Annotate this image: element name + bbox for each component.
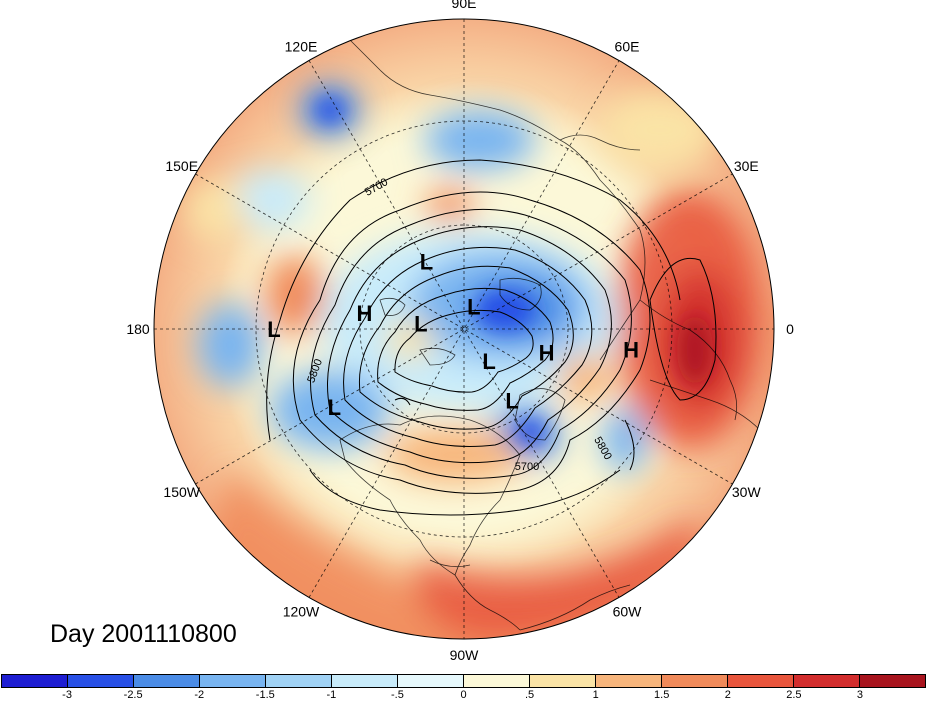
colorbar-segment	[2, 675, 68, 687]
longitude-label: 60E	[615, 39, 640, 55]
colorbar-segment	[68, 675, 134, 687]
low-pressure-center: L	[328, 395, 341, 420]
low-pressure-center: L	[420, 249, 433, 274]
colorbar-tick-label: -1.5	[255, 689, 275, 701]
colorbar-segment	[134, 675, 200, 687]
longitude-label: 30W	[732, 484, 762, 500]
colorbar-segment	[728, 675, 794, 687]
colorbar-tick-label: .5	[524, 689, 535, 701]
colorbar-tick-label: -2	[194, 689, 205, 701]
colorbar-tick-labels: -3 -2.5 -2 -1.5 -1 -.5 0 .5 1 1.5 2 2.5 3	[1, 689, 926, 702]
colorbar-tick-label: -3	[62, 689, 72, 701]
longitude-label: 150E	[165, 158, 198, 174]
colorbar-tick-label: 2	[724, 689, 731, 701]
longitude-label: 150W	[163, 484, 200, 500]
colorbar-tick-label: 3	[856, 689, 863, 701]
colorbar-tick-label: 2.5	[786, 689, 802, 701]
colorbar-tick-label: 1.5	[654, 689, 670, 701]
colorbar-tick-label: 1	[592, 689, 599, 701]
longitude-label: 120W	[283, 603, 320, 619]
longitude-label: 180	[126, 321, 150, 337]
low-pressure-center: L	[482, 349, 495, 374]
colorbar-segment	[662, 675, 728, 687]
map-boundary	[153, 18, 775, 640]
low-pressure-center: L	[414, 312, 427, 337]
colorbar-tick-label: -2.5	[123, 689, 143, 701]
high-pressure-center: H	[539, 341, 555, 366]
colorbar-segment	[464, 675, 530, 687]
longitude-label: 90W	[450, 647, 480, 663]
contour-value-label: 5700	[515, 461, 539, 473]
colorbar-segment	[398, 675, 464, 687]
low-pressure-center: L	[505, 388, 518, 413]
low-pressure-center: L	[267, 317, 280, 342]
longitude-label: 120E	[285, 39, 318, 55]
high-pressure-center: H	[357, 301, 373, 326]
anomaly-field	[154, 19, 774, 639]
longitude-label: 60W	[613, 603, 643, 619]
graticule	[154, 19, 774, 639]
colorbar-tick-label: 0	[460, 689, 467, 701]
colorbar-segment	[530, 675, 596, 687]
colorbar-segment	[794, 675, 860, 687]
longitude-labels: 90E 60E 30E 0 30W 60W 90W 120W 150W 180 150E 120E	[126, 0, 794, 663]
low-pressure-center: L	[467, 295, 480, 320]
colorbar-segment	[332, 675, 398, 687]
colorbar-segment	[596, 675, 662, 687]
colorbar-tick-label: -1	[326, 689, 337, 701]
colorbar-segment	[200, 675, 266, 687]
longitude-label: 0	[786, 321, 794, 337]
colorbar-segment	[266, 675, 332, 687]
colorbar-tick-label: -.5	[391, 689, 404, 701]
colorbar	[1, 674, 926, 688]
height-contours	[266, 159, 717, 516]
longitude-label: 90E	[452, 0, 477, 11]
day-label: Day 2001110800	[50, 620, 237, 648]
high-pressure-center: H	[623, 338, 639, 363]
colorbar-segment	[860, 675, 925, 687]
longitude-label: 30E	[734, 158, 759, 174]
